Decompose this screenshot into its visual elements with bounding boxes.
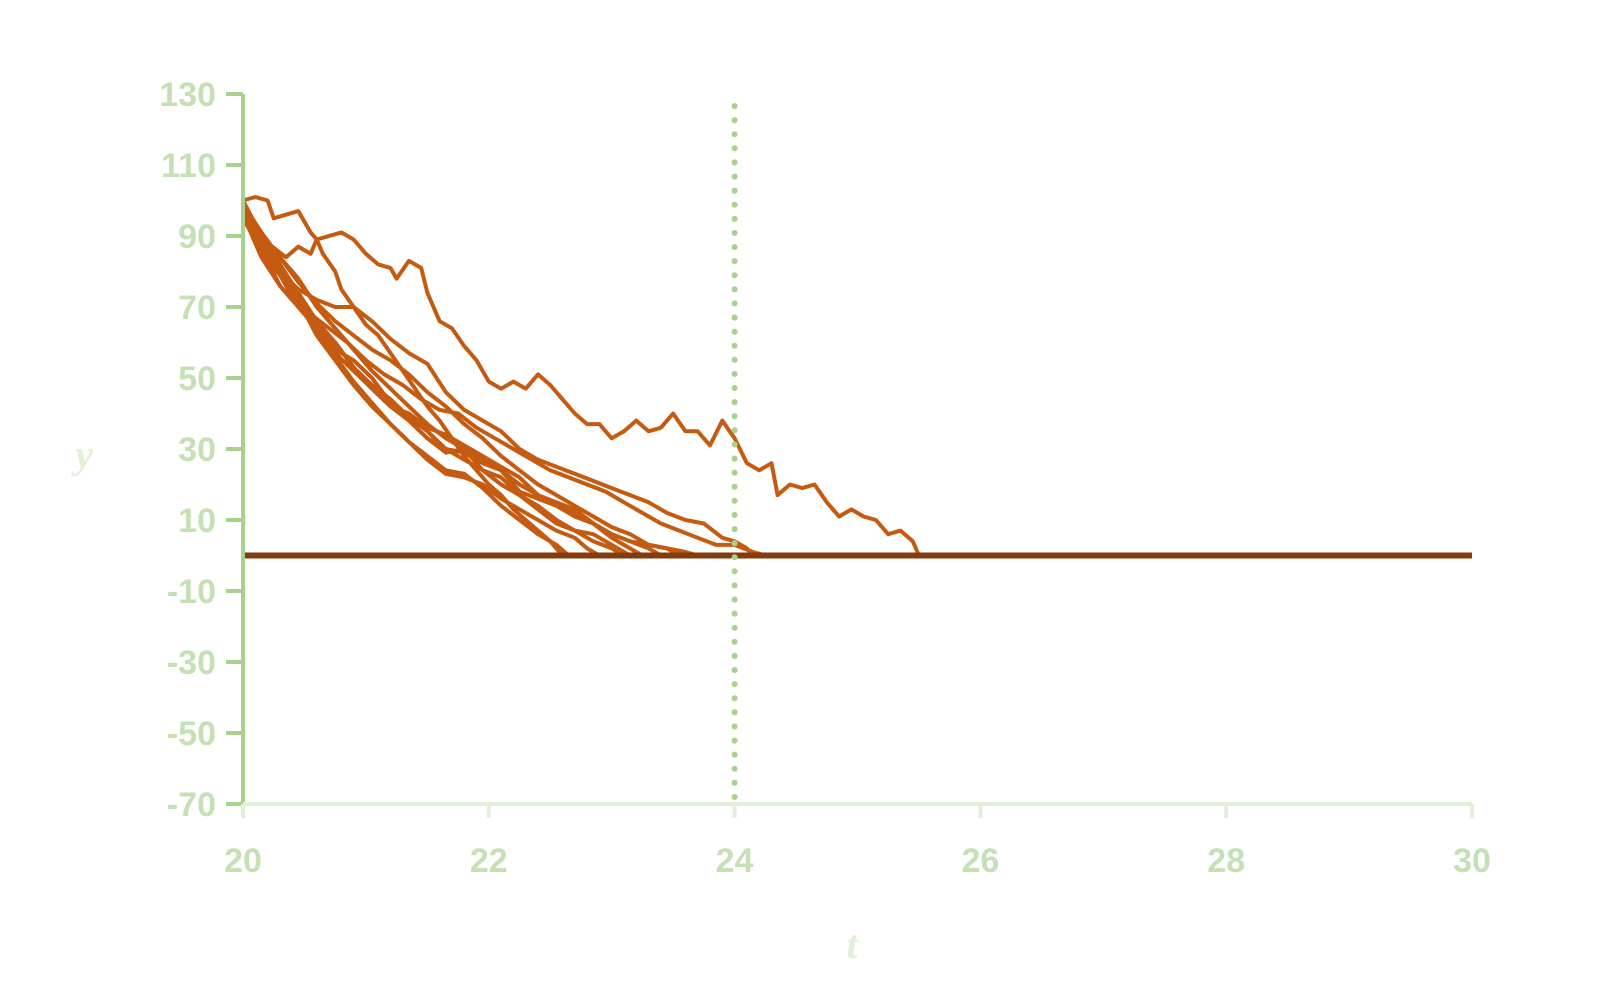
sample-path-12 [241,202,700,558]
y-tick-label: -30 [167,644,216,682]
y-tick-label: -70 [167,786,216,824]
x-tick-label: 28 [1207,842,1245,880]
sample-path-11 [241,209,682,558]
x-tick-label: 22 [470,842,508,880]
y-tick-label: 10 [178,502,216,540]
y-axis-title: y [71,432,93,477]
y-tick-label: 50 [178,360,216,398]
y-tick-label: 130 [159,76,216,114]
sample-path-6 [241,202,663,558]
x-tick-label: 24 [716,842,754,880]
y-tick-label: -50 [167,715,216,753]
x-tick-label: 20 [224,842,262,880]
y-tick-label: -10 [167,573,216,611]
y-tick-label: 30 [178,431,216,469]
x-ticks-group: 20 22 24 26 28 30 [224,804,1491,880]
y-tick-label: 110 [161,147,216,185]
y-tick-label: 90 [178,218,216,256]
paths-group [241,195,921,558]
sample-path-10 [241,198,626,558]
sample-path-3 [241,212,755,558]
y-tick-label: 70 [178,289,216,327]
sample-path-2 [241,205,921,558]
sample-path-1 [241,195,565,558]
x-tick-label: 26 [961,842,999,880]
y-ticks-group: 130 110 90 70 50 30 10 -10 -30 -50 -70 [159,76,243,824]
x-tick-label: 30 [1453,842,1491,880]
x-axis-title: t [846,922,859,967]
